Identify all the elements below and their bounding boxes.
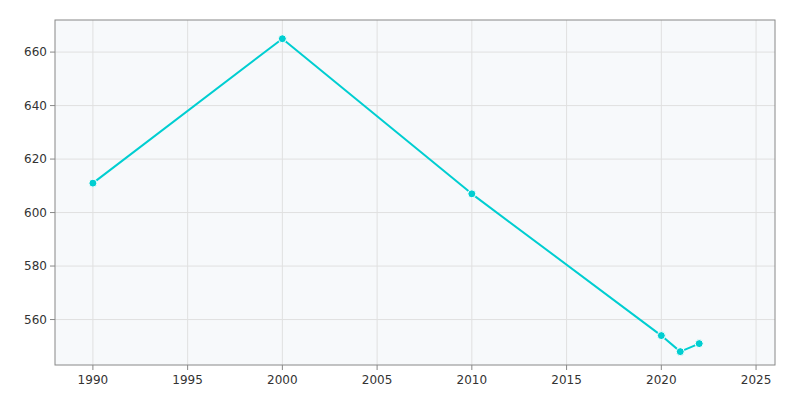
point [89, 179, 97, 187]
x-tick-label: 1990 [78, 373, 109, 387]
x-tick [566, 365, 567, 370]
y-tick [50, 52, 55, 53]
y-tick [50, 266, 55, 267]
x-tick-label: 2010 [457, 373, 488, 387]
y-tick-label: 560 [24, 313, 47, 327]
y-tick-label: 620 [24, 152, 47, 166]
plot-background [55, 20, 775, 365]
point [278, 35, 286, 43]
x-grid-line [661, 20, 662, 365]
point [468, 190, 476, 198]
x-tick [661, 365, 662, 370]
y-grid-line [55, 105, 775, 106]
y-tick [50, 159, 55, 160]
y-grid-line [55, 159, 775, 160]
x-grid-line [756, 20, 757, 365]
x-tick-label: 2015 [551, 373, 582, 387]
x-tick [471, 365, 472, 370]
x-tick [756, 365, 757, 370]
y-tick [50, 212, 55, 213]
x-tick [282, 365, 283, 370]
x-tick [187, 365, 188, 370]
x-grid-line [92, 20, 93, 365]
x-grid-line [566, 20, 567, 365]
y-grid-line [55, 319, 775, 320]
y-tick [50, 105, 55, 106]
plot-frame [55, 20, 775, 365]
x-tick-label: 2005 [362, 373, 393, 387]
data-series [89, 35, 703, 356]
line [93, 39, 699, 352]
x-tick-label: 2000 [267, 373, 298, 387]
y-grid-line [55, 212, 775, 213]
x-tick [377, 365, 378, 370]
y-grid-line [55, 266, 775, 267]
x-grid-line [187, 20, 188, 365]
point [676, 348, 684, 356]
x-grid-line [377, 20, 378, 365]
x-grid-line [282, 20, 283, 365]
axes: 1990 1995 2000 2005 2010 2015 2020 2025 560 580 60… [24, 20, 775, 387]
point [695, 340, 703, 348]
x-tick [92, 365, 93, 370]
y-tick-label: 600 [24, 206, 47, 220]
y-grid-line [55, 52, 775, 53]
x-tick-label: 1995 [172, 373, 203, 387]
point [657, 332, 665, 340]
y-tick [50, 319, 55, 320]
grid [55, 20, 775, 365]
chart: 1990 1995 2000 2005 2010 2015 2020 2025 560 580 60… [0, 0, 800, 400]
y-tick-label: 580 [24, 259, 47, 273]
y-tick-label: 640 [24, 99, 47, 113]
x-tick-label: 2025 [741, 373, 772, 387]
y-tick-label: 660 [24, 45, 47, 59]
chart-container: 1990 1995 2000 2005 2010 2015 2020 2025 560 580 60… [0, 0, 800, 400]
x-tick-label: 2020 [646, 373, 677, 387]
